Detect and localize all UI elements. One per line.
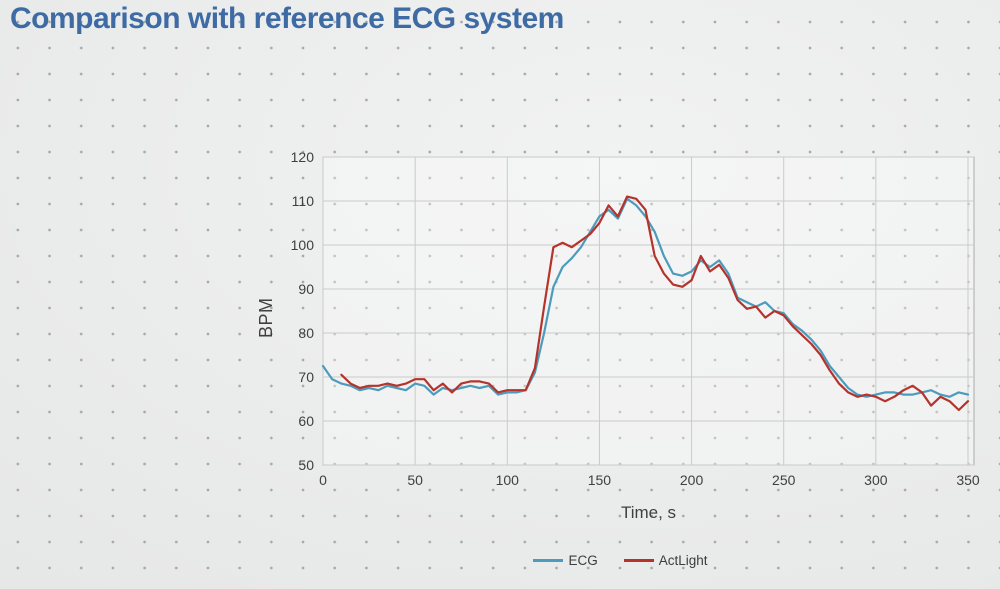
x-tick-label: 250 [772,472,796,488]
legend-item-ecg: ECG [533,553,598,568]
x-tick-label: 100 [496,472,520,488]
x-tick-label: 350 [956,472,980,488]
y-tick-label: 60 [298,413,314,429]
y-tick-label: 100 [291,237,315,253]
y-tick-label: 70 [298,369,314,385]
x-tick-label: 200 [680,472,704,488]
x-tick-label: 150 [588,472,612,488]
y-tick-label: 90 [298,281,314,297]
x-axis-title: Time, s [620,503,677,522]
actlight-line-swatch [623,559,654,562]
x-tick-label: 300 [864,472,888,488]
y-axis-title: BPM [256,297,276,338]
legend-item-actlight: ActLight [623,553,708,568]
y-tick-label: 50 [298,457,314,473]
actlight-legend-label: ActLight [658,553,708,568]
y-tick-label: 80 [298,325,314,341]
ecg-line-swatch [533,559,564,562]
y-tick-label: 120 [291,149,315,165]
slide-title: Comparison with reference ECG system [10,2,564,35]
actlight-line [340,195,970,412]
x-tick-label: 50 [407,472,423,488]
ecg-legend-label: ECG [568,553,598,568]
plot-area [322,156,975,466]
y-tick-label: 110 [292,193,315,209]
bpm-chart: 50 60 70 80 90 100 110 120 0 50 100 150 200 250 300 350 [291,149,980,488]
x-tick-label: 0 [319,472,327,488]
chart-legend: ECG ActLight [295,553,946,568]
